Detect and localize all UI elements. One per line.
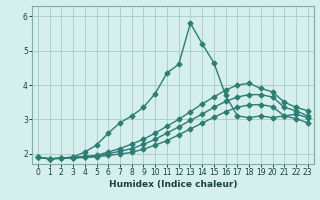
X-axis label: Humidex (Indice chaleur): Humidex (Indice chaleur) — [108, 180, 237, 189]
